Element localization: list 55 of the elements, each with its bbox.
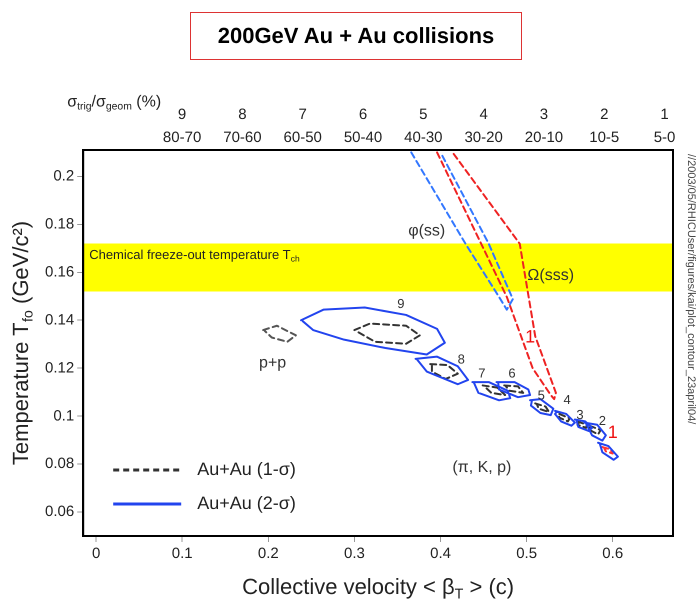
text: 50-40 — [344, 129, 382, 146]
annotation: 2 — [598, 413, 606, 428]
x-tick-label: 0.5 — [516, 545, 538, 562]
annotation: p+p — [259, 354, 286, 372]
annotation: 4 — [563, 392, 571, 407]
chart-title: 200GeV Au + Au collisions — [190, 12, 522, 60]
line-series — [262, 324, 297, 343]
text: 40-30 — [404, 129, 443, 146]
legend-label: Au+Au (1-σ) — [197, 458, 296, 479]
x-tick-label: 0 — [92, 545, 100, 562]
line-series — [601, 446, 614, 455]
x2-tick-label: 4 — [479, 106, 488, 124]
annotation: 8 — [458, 351, 465, 366]
annotation: φ(ss) — [408, 222, 446, 240]
line-series — [410, 151, 514, 311]
x-tick-label: 0.4 — [430, 545, 451, 562]
annotation: 1 — [608, 422, 618, 442]
text: 20-10 — [524, 129, 564, 146]
y-axis-title: Temperature Tfo (GeV/c²) — [8, 220, 37, 466]
annotation: 3 — [576, 407, 584, 422]
legend-label: Au+Au (2-σ) — [197, 492, 296, 513]
x-tick-label: 0.1 — [172, 545, 193, 562]
text: 60-50 — [284, 129, 322, 146]
annotation: (π, K, p) — [452, 458, 512, 476]
x-tick-label: 0.2 — [258, 545, 279, 562]
text: 5-0 — [654, 129, 676, 146]
annotation: 5 — [538, 387, 545, 402]
y-tick-label: 0.18 — [44, 215, 74, 232]
annotation: 7 — [478, 365, 486, 380]
y-tick-label: 0.2 — [53, 168, 74, 185]
x2-tick-label: 6 — [358, 106, 368, 124]
x2-tick-label: 2 — [600, 106, 608, 124]
x2-tick-label: 1 — [660, 106, 669, 124]
text: 80-70 — [162, 129, 202, 146]
x2-tick-label: 8 — [238, 106, 247, 124]
x2-tick-label: 5 — [419, 106, 428, 124]
x2-tick-label: 9 — [178, 106, 186, 124]
text: //2003/05/RHICUser/figures/kai/plot_contour_23april04/ — [684, 154, 697, 426]
x2-tick-label: 3 — [540, 106, 548, 124]
x-tick-label: 0.6 — [602, 545, 624, 562]
annotation: 1 — [525, 326, 536, 346]
annotation: 9 — [397, 296, 405, 311]
text: 10-5 — [589, 129, 620, 146]
text: 70-60 — [223, 129, 262, 146]
y-tick-label: 0.1 — [53, 407, 74, 424]
text: 30-20 — [464, 129, 503, 146]
y-tick-label: 0.12 — [44, 359, 74, 376]
y-tick-label: 0.16 — [44, 263, 74, 280]
annotation: 6 — [508, 365, 516, 380]
y-tick-label: 0.08 — [44, 455, 74, 472]
x2-tick-label: 7 — [298, 106, 307, 124]
y-tick-label: 0.06 — [44, 503, 74, 520]
y-tick-label: 0.14 — [44, 311, 74, 328]
x-tick-label: 0.3 — [344, 545, 365, 562]
annotation: Ω(sss) — [527, 267, 574, 284]
